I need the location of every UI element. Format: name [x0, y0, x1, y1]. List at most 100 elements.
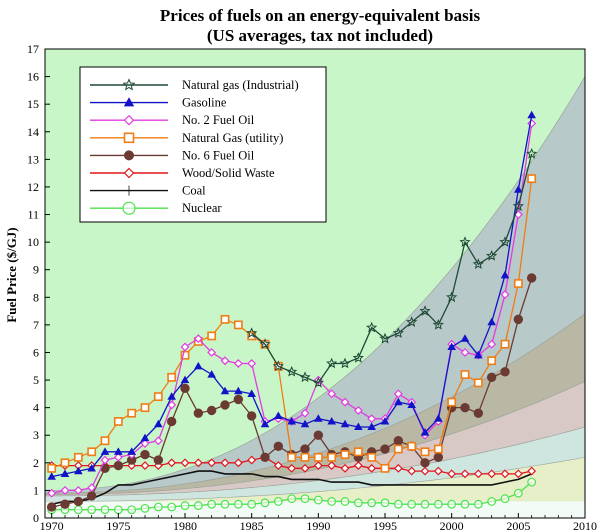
- data-point: [313, 430, 324, 440]
- data-point: [127, 505, 137, 515]
- x-tick-label: 2010: [573, 519, 597, 531]
- data-point: [327, 461, 337, 471]
- data-point: [420, 499, 430, 509]
- data-point: [300, 408, 310, 418]
- data-point: [380, 444, 390, 454]
- data-point: [327, 389, 337, 399]
- data-point: [206, 405, 217, 416]
- data-point: [433, 452, 444, 463]
- data-point: [513, 488, 523, 498]
- data-point: [234, 386, 243, 395]
- data-point: [447, 342, 456, 351]
- data-point: [180, 350, 190, 360]
- y-tick-label: 17: [27, 42, 39, 56]
- data-point: [247, 389, 256, 397]
- y-axis-label: Fuel Price ($/GJ): [4, 227, 19, 322]
- data-point: [527, 110, 536, 119]
- data-point: [167, 502, 177, 512]
- data-point: [353, 461, 363, 471]
- data-point: [487, 317, 496, 326]
- data-point: [247, 455, 257, 465]
- y-tick-label: 1: [33, 483, 39, 497]
- data-point: [447, 469, 457, 479]
- legend-label: Wood/Solid Waste: [182, 166, 275, 180]
- data-point: [420, 447, 430, 457]
- data-point: [366, 321, 378, 333]
- data-point: [460, 499, 470, 509]
- chart-subtitle: (US averages, tax not included): [207, 26, 433, 45]
- data-point: [353, 498, 363, 508]
- data-point: [194, 361, 203, 370]
- y-tick-label: 5: [33, 373, 39, 387]
- data-point: [407, 499, 417, 509]
- data-point: [122, 78, 136, 91]
- plot-frame: [44, 48, 586, 519]
- data-point: [380, 417, 390, 425]
- data-point: [87, 505, 97, 515]
- data-point: [100, 505, 110, 515]
- data-point: [113, 460, 124, 471]
- data-point: [527, 174, 537, 184]
- data-point: [180, 501, 190, 510]
- data-point: [127, 461, 137, 471]
- data-point: [460, 348, 470, 357]
- data-point: [207, 331, 217, 341]
- data-point: [153, 455, 164, 465]
- data-point: [273, 441, 284, 451]
- data-point: [367, 452, 377, 462]
- data-point: [419, 305, 431, 316]
- series-line: [51, 470, 533, 505]
- data-point: [380, 498, 390, 508]
- data-point: [287, 452, 297, 462]
- data-point: [87, 483, 97, 493]
- y-tick-label: 3: [33, 428, 39, 442]
- data-point: [313, 452, 323, 462]
- data-point: [420, 466, 430, 476]
- legend-label: No. 6 Fuel Oil: [182, 148, 255, 162]
- chart-title: Prices of fuels on an energy-equivalent …: [160, 6, 481, 25]
- data-point: [193, 334, 203, 344]
- data-point: [287, 463, 297, 473]
- data-point: [100, 436, 110, 446]
- data-point: [220, 400, 230, 410]
- data-point: [74, 466, 83, 475]
- data-point: [100, 447, 110, 455]
- data-point: [353, 447, 363, 457]
- data-point: [167, 372, 177, 382]
- data-point: [272, 360, 284, 372]
- data-point: [500, 367, 510, 377]
- data-point: [447, 397, 457, 407]
- data-point: [273, 497, 283, 506]
- data-point: [407, 441, 417, 451]
- data-point: [180, 342, 190, 352]
- data-point: [327, 497, 337, 506]
- data-point: [367, 463, 377, 473]
- data-point: [500, 469, 510, 479]
- data-point: [354, 422, 363, 431]
- legend-entry-8: Nuclear: [90, 201, 222, 215]
- data-point: [432, 318, 444, 330]
- data-point: [193, 501, 203, 510]
- data-point: [447, 499, 457, 509]
- data-point: [473, 469, 483, 479]
- data-point: [473, 408, 484, 418]
- data-point: [153, 436, 163, 446]
- data-point: [394, 397, 403, 406]
- y-tick-label: 13: [27, 152, 39, 166]
- data-point: [499, 236, 511, 247]
- data-point: [393, 444, 403, 454]
- data-point: [474, 350, 483, 359]
- data-point: [193, 458, 203, 468]
- data-point: [154, 419, 163, 428]
- data-point: [380, 463, 390, 473]
- data-point: [459, 236, 471, 247]
- data-point: [500, 339, 510, 349]
- data-point: [407, 400, 416, 408]
- x-tick-label: 1980: [173, 519, 197, 531]
- legend-entry-1: Natural gas (Industrial): [90, 78, 299, 92]
- data-point: [500, 270, 510, 279]
- data-point: [260, 498, 270, 508]
- data-point: [379, 332, 391, 344]
- data-point: [60, 469, 70, 477]
